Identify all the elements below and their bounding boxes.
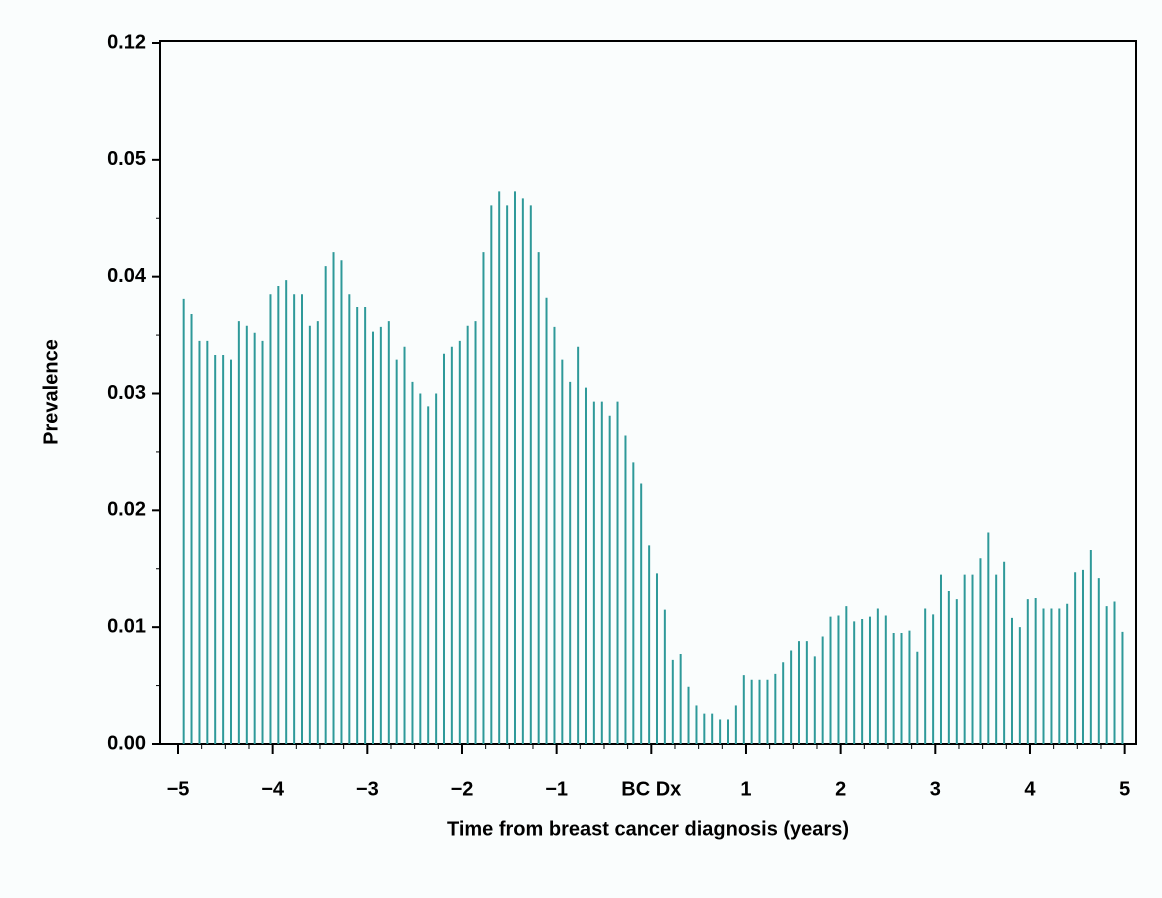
y-tick-label: 0.00 (107, 732, 146, 754)
y-tick-label: 0.05 (107, 148, 146, 170)
x-tick-label: 5 (1119, 778, 1130, 800)
y-tick-label: 0.04 (107, 265, 147, 287)
y-tick-label: 0.02 (107, 499, 146, 521)
x-tick-label: 2 (835, 778, 846, 800)
y-tick-label: 0.12 (107, 31, 146, 53)
x-tick-label: −5 (167, 778, 190, 800)
plot-frame (159, 40, 1137, 745)
x-tick-label: 3 (930, 778, 941, 800)
x-tick-label: BC Dx (621, 778, 681, 800)
y-axis-label: Prevalence (40, 339, 62, 445)
x-tick-label: −4 (261, 778, 285, 800)
x-tick-label: 4 (1024, 778, 1036, 800)
y-tick-label: 0.01 (107, 615, 146, 637)
y-tick-label: 0.03 (107, 382, 146, 404)
x-tick-label: 1 (740, 778, 751, 800)
x-tick-label: −2 (451, 778, 474, 800)
x-tick-label: −1 (545, 778, 568, 800)
x-tick-label: −3 (356, 778, 379, 800)
x-axis-label: Time from breast cancer diagnosis (years… (447, 818, 849, 840)
